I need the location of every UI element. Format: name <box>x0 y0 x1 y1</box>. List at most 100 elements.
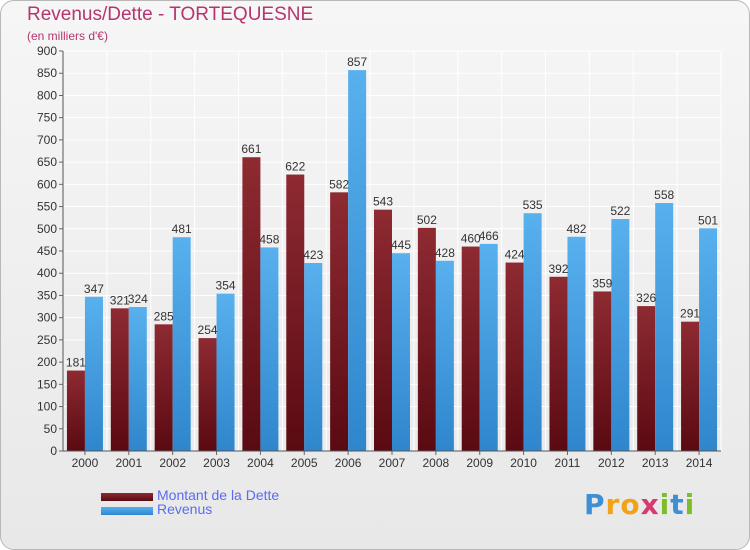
legend-swatch-debt <box>101 493 153 501</box>
x-tick-label: 2007 <box>379 456 406 470</box>
bar-debt <box>637 306 656 451</box>
data-label-debt: 502 <box>417 213 437 227</box>
y-tick-label: 600 <box>37 177 57 191</box>
bar-debt <box>505 262 524 451</box>
y-tick-label: 50 <box>44 422 58 436</box>
data-label-revenue: 857 <box>347 55 367 69</box>
bar-debt <box>549 276 568 451</box>
y-tick-label: 200 <box>37 355 57 369</box>
x-tick-label: 2000 <box>72 456 99 470</box>
bar-debt <box>681 321 700 451</box>
y-tick-label: 700 <box>37 133 57 147</box>
y-tick-label: 300 <box>37 311 57 325</box>
logo-letter: i <box>659 488 671 521</box>
x-tick-label: 2013 <box>642 456 669 470</box>
bar-revenue <box>435 260 454 451</box>
bar-revenue <box>611 219 630 451</box>
x-tick-label: 2006 <box>335 456 362 470</box>
bar-debt <box>461 246 480 451</box>
bar-revenue <box>655 203 674 451</box>
data-label-debt: 181 <box>66 356 86 370</box>
y-tick-label: 250 <box>37 333 57 347</box>
logo-letter: x <box>640 488 660 521</box>
logo-letter: i <box>684 488 696 521</box>
y-tick-label: 350 <box>37 288 57 302</box>
bar-revenue <box>84 296 103 451</box>
y-tick-label: 500 <box>37 222 57 236</box>
y-tick-label: 900 <box>37 44 57 58</box>
y-tick-label: 450 <box>37 244 57 258</box>
y-tick-label: 650 <box>37 155 57 169</box>
data-label-debt: 291 <box>680 307 700 321</box>
logo-letter: r <box>605 488 621 521</box>
bar-debt <box>593 291 612 451</box>
x-tick-label: 2008 <box>423 456 450 470</box>
data-label-revenue: 481 <box>172 222 192 236</box>
bar-revenue <box>128 307 147 451</box>
bar-debt <box>66 370 85 451</box>
data-label-debt: 543 <box>373 195 393 209</box>
bar-revenue <box>567 236 586 451</box>
bar-revenue <box>479 243 498 451</box>
data-label-revenue: 558 <box>654 188 674 202</box>
bar-debt <box>417 227 436 451</box>
legend-swatch-revenue <box>101 507 153 515</box>
logo-letter: t <box>670 488 685 521</box>
x-tick-label: 2012 <box>598 456 625 470</box>
bar-revenue <box>260 247 279 451</box>
legend-label-debt: Montant de la Dette <box>157 487 280 503</box>
data-label-revenue: 535 <box>523 198 543 212</box>
logo-letter: P <box>584 488 606 521</box>
x-tick-label: 2011 <box>555 456 581 470</box>
data-label-debt: 582 <box>329 177 349 191</box>
x-tick-label: 2001 <box>115 456 142 470</box>
bar-revenue <box>699 228 718 451</box>
y-tick-label: 400 <box>37 266 57 280</box>
bar-debt <box>286 174 305 452</box>
bar-debt <box>242 157 261 451</box>
data-label-revenue: 423 <box>303 248 323 262</box>
bar-revenue <box>216 293 235 451</box>
data-label-debt: 392 <box>548 262 568 276</box>
data-label-debt: 359 <box>592 276 612 290</box>
data-label-debt: 424 <box>505 248 525 262</box>
x-tick-label: 2010 <box>510 456 537 470</box>
x-tick-label: 2009 <box>466 456 493 470</box>
bar-debt <box>374 209 392 451</box>
proxiti-logo[interactable]: Proxiti <box>584 488 695 521</box>
bar-revenue <box>304 263 323 451</box>
data-label-revenue: 324 <box>128 292 148 306</box>
chart-title: Revenus/Dette - TORTEQUESNE <box>27 4 314 25</box>
y-tick-label: 800 <box>37 88 57 102</box>
y-tick-label: 850 <box>37 66 57 80</box>
data-label-debt: 254 <box>198 323 218 337</box>
data-label-revenue: 522 <box>610 204 630 218</box>
data-label-revenue: 347 <box>84 282 104 296</box>
data-label-revenue: 428 <box>435 246 455 260</box>
bar-revenue <box>172 237 191 451</box>
data-label-revenue: 445 <box>391 238 411 252</box>
data-label-revenue: 482 <box>566 222 586 236</box>
data-label-revenue: 501 <box>698 213 718 227</box>
y-tick-label: 550 <box>37 200 57 214</box>
y-tick-label: 150 <box>37 377 57 391</box>
bar-debt <box>198 338 217 451</box>
x-tick-label: 2002 <box>159 456 186 470</box>
y-tick-label: 750 <box>37 111 57 125</box>
bar-revenue <box>523 213 542 451</box>
data-label-debt: 460 <box>461 232 481 246</box>
data-label-debt: 326 <box>636 291 656 305</box>
legend-label-revenue: Revenus <box>157 501 213 517</box>
data-label-debt: 285 <box>154 309 174 323</box>
data-label-revenue: 466 <box>479 229 499 243</box>
chart-subtitle: (en milliers d'€) <box>27 29 108 43</box>
bar-debt <box>154 324 173 451</box>
bar-revenue <box>392 253 410 451</box>
x-tick-label: 2004 <box>247 456 274 470</box>
y-tick-label: 0 <box>50 444 57 458</box>
x-tick-label: 2005 <box>291 456 318 470</box>
y-tick-label: 100 <box>37 400 57 414</box>
bar-debt <box>110 308 129 451</box>
